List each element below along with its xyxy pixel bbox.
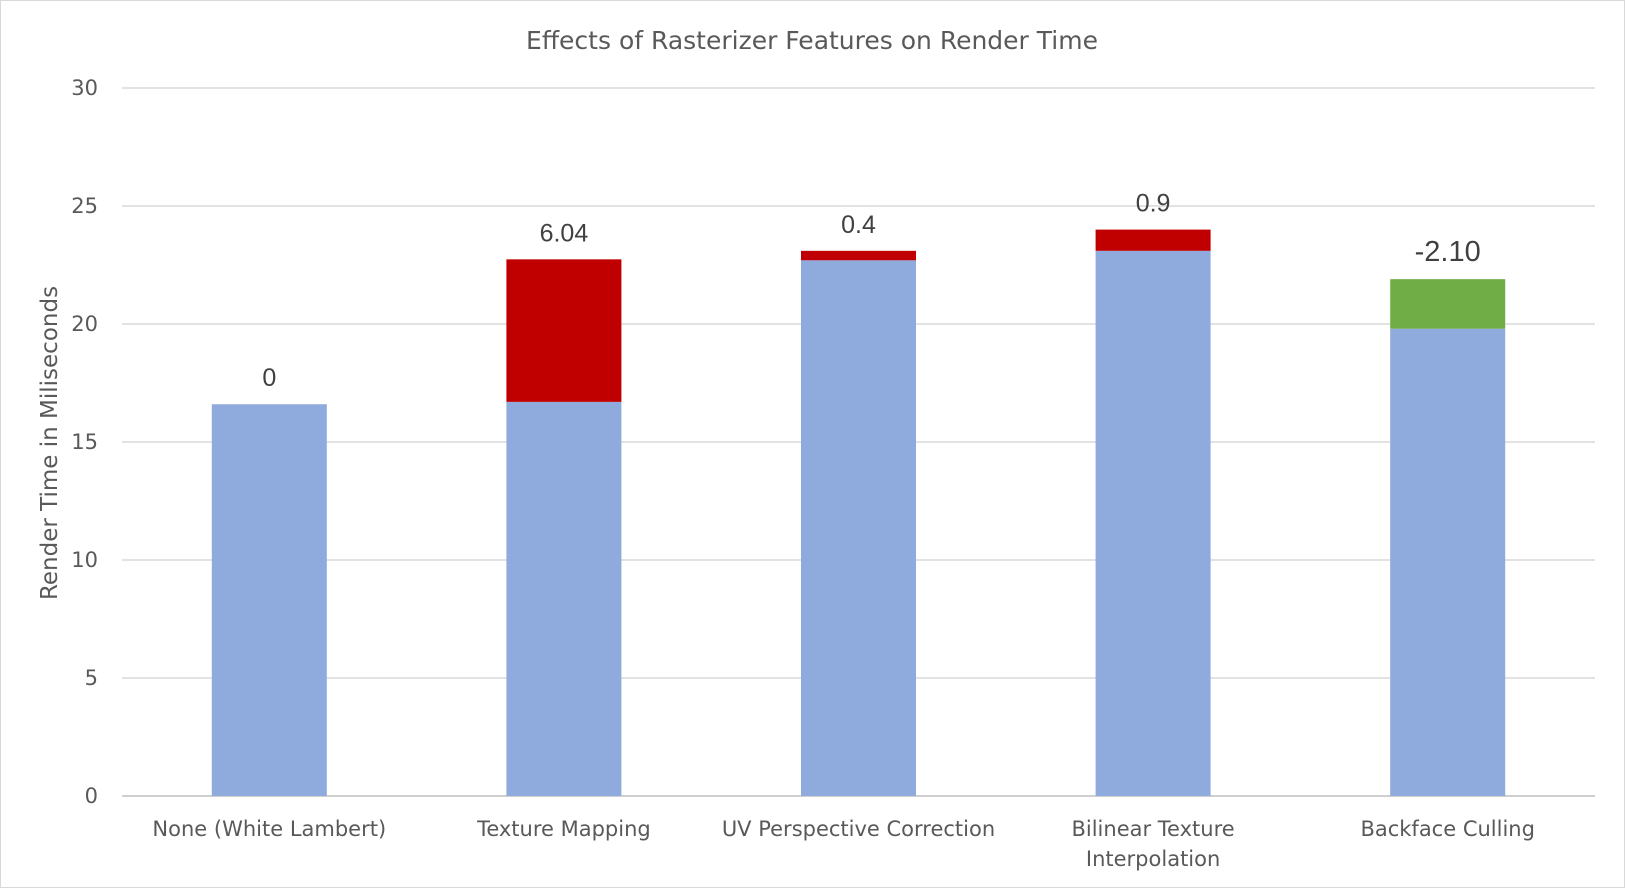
bar-base (211, 404, 327, 796)
x-tick-label: Backface Culling (1360, 817, 1535, 841)
y-tick-label: 0 (85, 784, 98, 808)
y-tick-label: 10 (71, 548, 98, 572)
x-tick-label: Bilinear Texture (1071, 817, 1234, 841)
y-tick-label: 20 (71, 312, 98, 336)
y-tick-label: 15 (71, 430, 98, 454)
bar-delta (1095, 229, 1211, 251)
x-tick-labels: None (White Lambert) Texture Mapping UV Pe… (152, 817, 1535, 871)
data-label: -2.10 (1415, 236, 1481, 268)
bars (211, 229, 1506, 797)
bar-delta (506, 259, 622, 402)
bar-base (801, 260, 916, 796)
x-tick-label: Texture Mapping (476, 817, 651, 841)
data-label: 0 (262, 364, 276, 392)
bar-base (506, 401, 622, 796)
y-tick-label: 5 (85, 666, 98, 690)
bar-base (1390, 328, 1506, 796)
bar-delta (801, 250, 916, 261)
x-tick-label: None (White Lambert) (152, 817, 386, 841)
x-tick-label: Interpolation (1086, 847, 1220, 871)
data-label: 0.4 (841, 211, 876, 239)
y-axis-label: Render Time in Miliseconds (37, 286, 63, 600)
x-tick-label: UV Perspective Correction (722, 817, 995, 841)
data-label: 0.9 (1136, 190, 1171, 218)
data-labels: 0 6.04 0.4 0.9 -2.10 (262, 190, 1480, 393)
y-tick-label: 25 (71, 194, 98, 218)
bar-delta (1390, 279, 1506, 329)
bar-base (1095, 250, 1211, 797)
y-tick-labels: 0 5 10 15 20 25 30 (71, 76, 98, 808)
chart-title: Effects of Rasterizer Features on Render… (526, 26, 1098, 55)
data-label: 6.04 (540, 219, 589, 247)
y-tick-label: 30 (71, 76, 98, 100)
